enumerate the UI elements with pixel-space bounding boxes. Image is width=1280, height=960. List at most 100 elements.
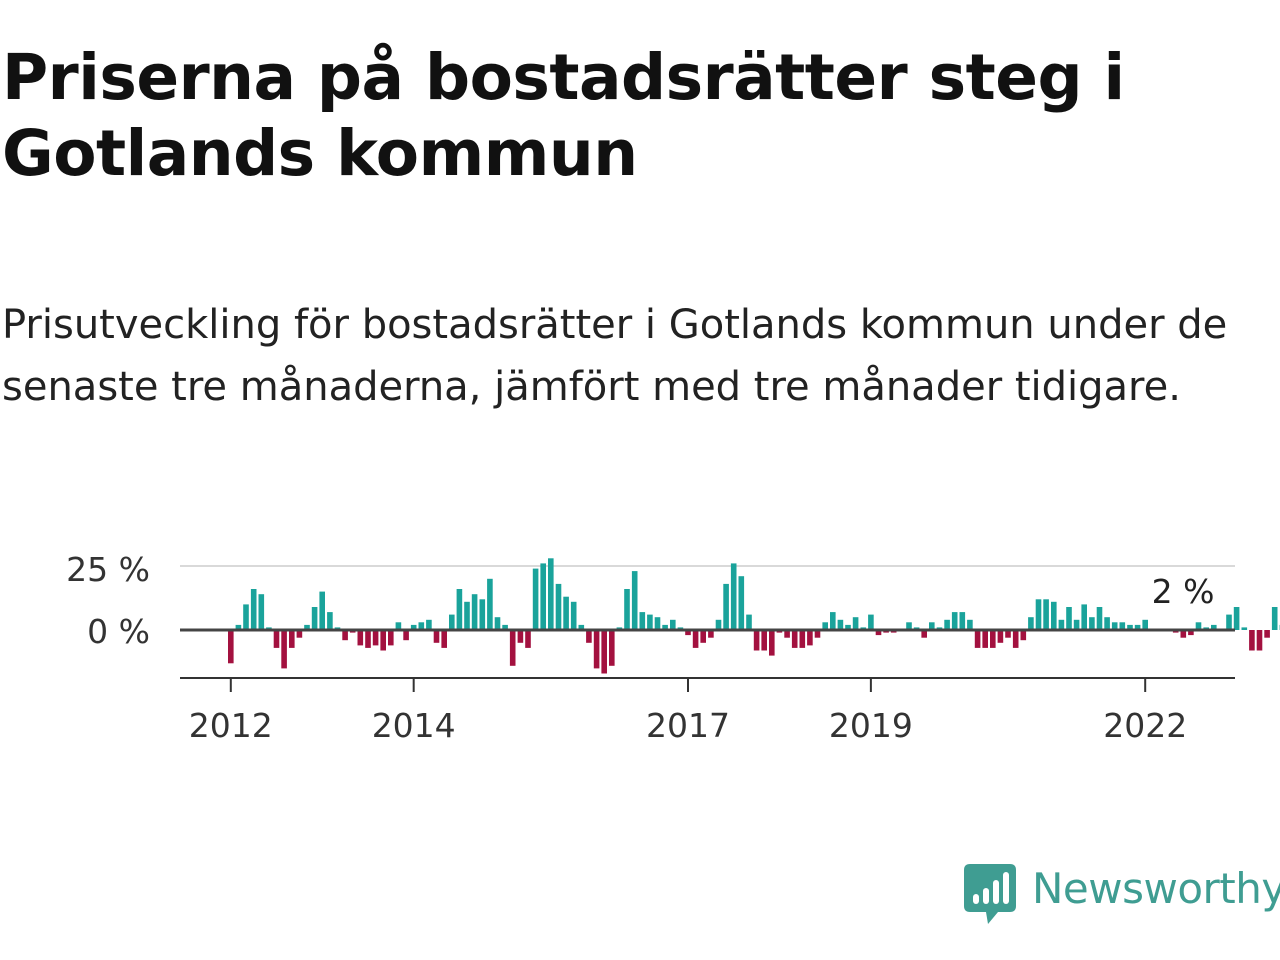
bar (685, 630, 691, 636)
bar (730, 563, 737, 630)
bar (243, 604, 249, 630)
bar (1188, 630, 1194, 636)
bar (250, 589, 257, 630)
bar (494, 617, 501, 630)
bar (1096, 607, 1103, 630)
bar (311, 607, 318, 630)
bar (1195, 622, 1202, 630)
bar (959, 612, 966, 630)
bar (555, 583, 562, 630)
bar (837, 619, 844, 630)
bar (426, 619, 432, 630)
bar (1127, 624, 1133, 630)
bar (753, 630, 760, 651)
bar (944, 619, 950, 630)
x-tick-group: 201220142017201920222024 (189, 678, 1187, 745)
bar (418, 622, 425, 630)
bar (807, 630, 813, 646)
bar (639, 612, 646, 630)
bar (852, 617, 859, 630)
chart-title: Priserna på bostadsrätter steg i Gotland… (2, 41, 1125, 190)
bar (456, 589, 463, 630)
bar (228, 630, 234, 664)
bar (540, 563, 546, 630)
bar (281, 630, 287, 669)
bar (357, 630, 364, 646)
bar (479, 599, 486, 630)
bar (1012, 630, 1019, 648)
newsworthy-logo: Newsworthy (964, 862, 1280, 926)
bar (525, 630, 531, 648)
bar (1211, 624, 1217, 630)
bar (1028, 617, 1034, 630)
bar (708, 630, 714, 638)
bar (982, 630, 988, 648)
bar (631, 571, 638, 630)
bar (990, 630, 996, 648)
bar-group (228, 558, 1280, 674)
bar (997, 630, 1004, 643)
bar (951, 612, 958, 630)
bar (921, 630, 927, 638)
last-value-label: 2 % (1152, 572, 1215, 611)
bar (441, 630, 447, 648)
bar (372, 630, 379, 646)
bar (1119, 622, 1126, 630)
bar (578, 624, 585, 630)
bar (845, 624, 851, 630)
bar (1111, 622, 1118, 630)
bar (1241, 627, 1248, 630)
bar (1134, 624, 1141, 630)
bar (654, 617, 661, 630)
bar (1020, 630, 1027, 641)
bar (601, 630, 607, 674)
bar (296, 630, 303, 638)
bar (1264, 630, 1270, 638)
bar (487, 578, 493, 630)
bar (570, 601, 577, 630)
bar (738, 576, 745, 630)
bar (1043, 599, 1049, 630)
bar (1256, 630, 1263, 651)
bar (1089, 617, 1095, 630)
bar (403, 630, 409, 641)
bar (814, 630, 821, 638)
bar (791, 630, 798, 648)
bar (609, 630, 615, 666)
bar (830, 612, 836, 630)
bar (593, 630, 600, 669)
bar (289, 630, 295, 648)
bar (449, 614, 455, 630)
y-tick-label-0: 0 % (87, 612, 150, 651)
bar (769, 630, 775, 656)
x-tick-label: 2022 (1103, 706, 1187, 745)
bar (967, 619, 973, 630)
bar (235, 624, 242, 630)
bar (929, 622, 935, 630)
bar (258, 594, 265, 630)
bar (464, 601, 470, 630)
bar (1249, 630, 1255, 651)
bar (700, 630, 706, 643)
bar (723, 583, 729, 630)
bar-chart: 25 % 0 % 201220142017201920222024 2 % (66, 550, 1280, 745)
bar (868, 614, 874, 630)
bar (875, 630, 882, 636)
bar (365, 630, 371, 648)
x-tick-label: 2012 (189, 706, 273, 745)
x-tick-label: 2019 (829, 706, 913, 745)
bar (342, 630, 348, 641)
bar (586, 630, 592, 643)
x-tick-label: 2014 (372, 706, 456, 745)
bar (563, 596, 569, 630)
bar (1233, 607, 1240, 630)
bar (1073, 619, 1080, 630)
bar (692, 630, 699, 648)
bar (1005, 630, 1011, 638)
bar (433, 630, 440, 643)
bar (548, 558, 554, 630)
bar (1066, 607, 1072, 630)
x-tick-label: 2017 (646, 706, 730, 745)
bar (1081, 604, 1087, 630)
bar (1058, 619, 1065, 630)
